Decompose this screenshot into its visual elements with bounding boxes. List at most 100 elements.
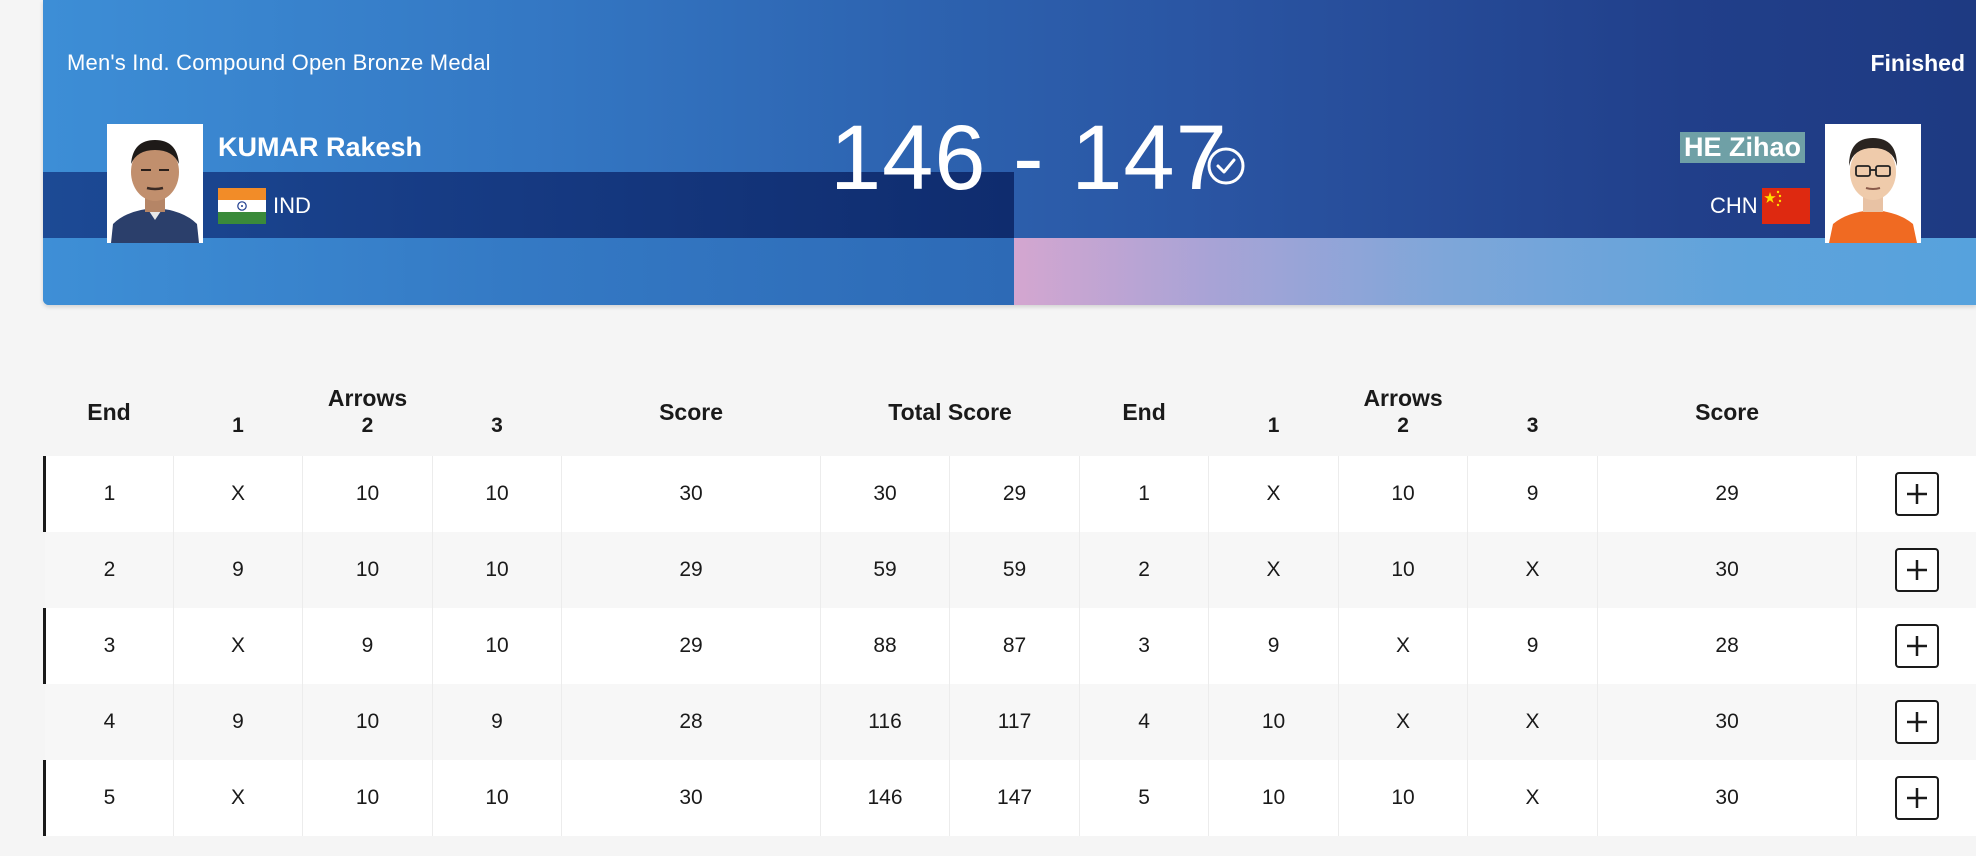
left-total-cell: 30 bbox=[820, 456, 951, 532]
right-total-cell: 29 bbox=[949, 456, 1081, 532]
right-arrow-cell: 9 bbox=[1467, 456, 1599, 532]
right-arrow-cell: 10 bbox=[1338, 456, 1469, 532]
left-athlete-bar bbox=[43, 172, 1014, 238]
right-score-cell: 29 bbox=[1597, 456, 1858, 532]
right-arrow-cell: 10 bbox=[1338, 760, 1469, 836]
right-total-cell: 87 bbox=[949, 608, 1081, 684]
left-arrow-cell: 10 bbox=[432, 608, 563, 684]
left-athlete-photo bbox=[107, 124, 203, 243]
expand-cell bbox=[1856, 608, 1976, 684]
left-athlete-noc: IND bbox=[273, 193, 311, 218]
right-total-cell: 59 bbox=[949, 532, 1081, 608]
right-arrow-cell: X bbox=[1208, 532, 1340, 608]
expand-end-button[interactable] bbox=[1895, 472, 1940, 516]
left-score-cell: 30 bbox=[561, 456, 822, 532]
left-total-cell: 88 bbox=[820, 608, 951, 684]
left-arrow-cell: X bbox=[173, 608, 303, 684]
expand-end-button[interactable] bbox=[1895, 700, 1940, 744]
left-arrow-cell: 10 bbox=[302, 456, 433, 532]
expand-end-button[interactable] bbox=[1895, 776, 1940, 820]
left-end-cell: 4 bbox=[44, 684, 174, 760]
plus-icon bbox=[1907, 484, 1928, 504]
left-end-cell: 3 bbox=[43, 608, 174, 684]
china-flag-icon bbox=[1762, 188, 1810, 224]
match-score: 146 - 147 bbox=[830, 107, 1228, 209]
left-score-cell: 29 bbox=[561, 532, 822, 608]
left-arrow-cell: 9 bbox=[302, 608, 433, 684]
right-bottom-band bbox=[1014, 238, 1976, 305]
left-arrow-cell: X bbox=[173, 760, 303, 836]
plus-icon bbox=[1907, 560, 1928, 580]
left-arrow-cell: 10 bbox=[432, 760, 563, 836]
right-end-cell: 3 bbox=[1079, 608, 1210, 684]
match-header-banner bbox=[43, 0, 1976, 305]
expand-cell bbox=[1856, 456, 1976, 532]
right-arrow-cell: 9 bbox=[1208, 608, 1340, 684]
right-score-cell: 30 bbox=[1597, 760, 1858, 836]
scorecard-table: End Arrows Score Total Score End Arrows … bbox=[43, 368, 1976, 836]
right-arrow-cell: 10 bbox=[1338, 532, 1469, 608]
table-row: 5 X 10 10 30 146 147 5 10 10 X 30 bbox=[43, 760, 1976, 836]
expand-cell bbox=[1856, 760, 1976, 836]
right-arrow-cell: X bbox=[1467, 684, 1599, 760]
left-arrow-cell: 9 bbox=[432, 684, 563, 760]
left-arrow-cell: 9 bbox=[173, 684, 303, 760]
left-arrow-2-header: 2 bbox=[302, 412, 433, 456]
left-end-header: End bbox=[44, 368, 174, 456]
left-athlete-name[interactable]: KUMAR Rakesh bbox=[218, 132, 423, 162]
right-athlete-photo bbox=[1825, 124, 1921, 243]
plus-icon bbox=[1907, 636, 1928, 656]
left-bottom-band bbox=[43, 238, 1014, 305]
left-end-cell: 5 bbox=[43, 760, 174, 836]
left-score-header: Score bbox=[561, 368, 821, 456]
right-end-cell: 2 bbox=[1079, 532, 1210, 608]
left-score-cell: 28 bbox=[561, 684, 822, 760]
plus-icon bbox=[1907, 788, 1928, 808]
right-arrows-header: Arrows bbox=[1208, 368, 1598, 412]
right-arrow-cell: 10 bbox=[1208, 760, 1340, 836]
expand-end-button[interactable] bbox=[1895, 624, 1940, 668]
right-arrow-3-header: 3 bbox=[1467, 412, 1598, 456]
expand-end-button[interactable] bbox=[1895, 548, 1940, 592]
expand-cell bbox=[1856, 532, 1976, 608]
right-arrow-1-header: 1 bbox=[1208, 412, 1339, 456]
right-score-cell: 30 bbox=[1597, 684, 1858, 760]
left-arrow-cell: 10 bbox=[302, 684, 433, 760]
right-score-header: Score bbox=[1597, 368, 1857, 456]
expand-cell bbox=[1856, 684, 1976, 760]
right-total-cell: 147 bbox=[949, 760, 1081, 836]
left-total-cell: 146 bbox=[820, 760, 951, 836]
right-athlete-name[interactable]: HE Zihao bbox=[1679, 132, 1805, 163]
right-score-cell: 30 bbox=[1597, 532, 1858, 608]
left-arrow-cell: X bbox=[173, 456, 303, 532]
right-arrow-cell: X bbox=[1467, 532, 1599, 608]
right-score-cell: 28 bbox=[1597, 608, 1858, 684]
india-flag-icon bbox=[218, 188, 266, 224]
table-row: 2 9 10 10 29 59 59 2 X 10 X 30 bbox=[44, 532, 1976, 608]
left-arrow-3-header: 3 bbox=[432, 412, 562, 456]
right-arrow-cell: X bbox=[1338, 684, 1469, 760]
table-row: 4 9 10 9 28 116 117 4 10 X X 30 bbox=[44, 684, 1976, 760]
left-arrows-header: Arrows bbox=[173, 368, 562, 412]
left-arrow-cell: 9 bbox=[173, 532, 303, 608]
left-arrow-cell: 10 bbox=[432, 456, 563, 532]
left-total-cell: 59 bbox=[820, 532, 951, 608]
right-end-header: End bbox=[1079, 368, 1209, 456]
table-row: 1 X 10 10 30 30 29 1 X 10 9 29 bbox=[43, 456, 1976, 532]
left-total-cell: 116 bbox=[820, 684, 951, 760]
left-arrow-cell: 10 bbox=[302, 532, 433, 608]
right-arrow-cell: 10 bbox=[1208, 684, 1340, 760]
left-arrow-1-header: 1 bbox=[173, 412, 303, 456]
right-arrow-cell: X bbox=[1208, 456, 1340, 532]
right-athlete-noc: CHN bbox=[1710, 193, 1758, 218]
right-end-cell: 1 bbox=[1079, 456, 1210, 532]
match-status: Finished bbox=[1870, 50, 1965, 76]
check-circle-icon bbox=[1206, 146, 1246, 186]
left-arrow-cell: 10 bbox=[432, 532, 563, 608]
right-arrow-cell: X bbox=[1338, 608, 1469, 684]
right-total-cell: 117 bbox=[949, 684, 1081, 760]
right-end-cell: 4 bbox=[1079, 684, 1210, 760]
left-end-cell: 1 bbox=[43, 456, 174, 532]
left-score-cell: 29 bbox=[561, 608, 822, 684]
left-arrow-cell: 10 bbox=[302, 760, 433, 836]
